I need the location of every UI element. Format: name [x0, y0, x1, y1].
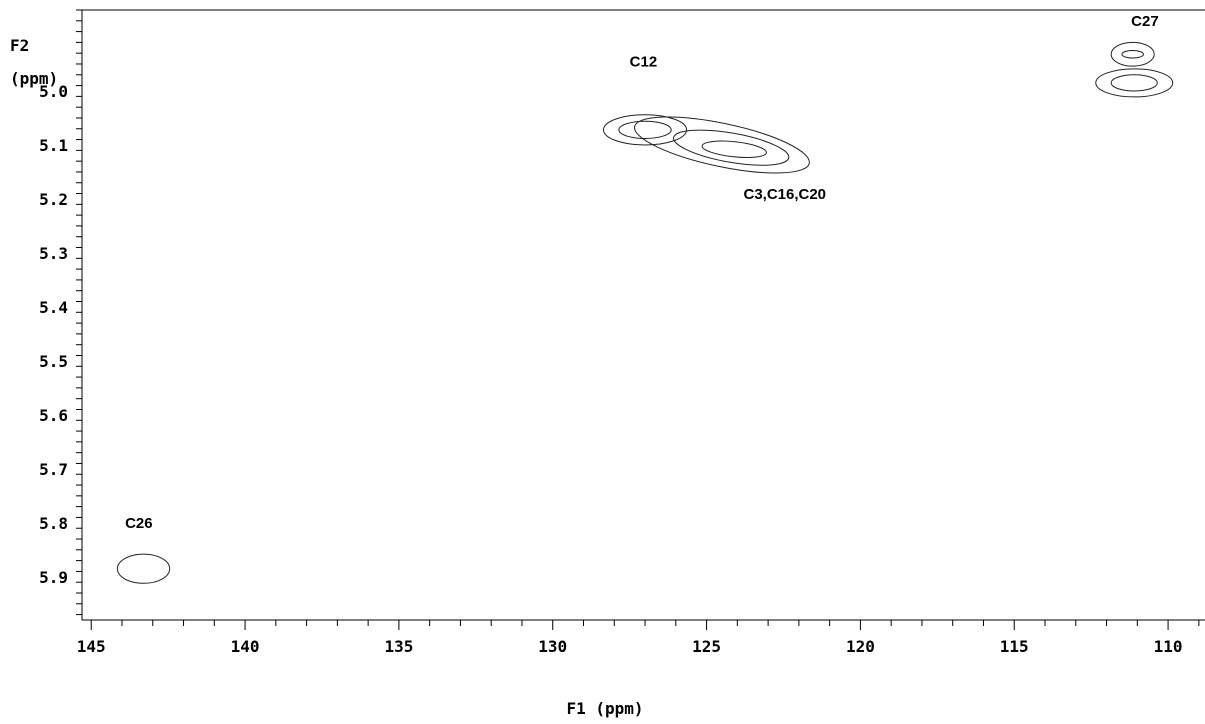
contour-line — [701, 140, 767, 159]
peak-label: C27 — [1131, 13, 1159, 30]
peak-label: C3,C16,C20 — [743, 186, 826, 203]
x-axis: 145 140 135 130 125 120 115 110 — [77, 620, 1200, 656]
y-tick-label: 5.1 — [39, 136, 68, 155]
y-tick-label: 5.7 — [39, 460, 68, 479]
x-tick-label: 145 — [77, 637, 106, 656]
y-tick-label: 5.3 — [39, 244, 68, 263]
x-tick-label: 125 — [692, 637, 721, 656]
contour-line — [1110, 74, 1158, 92]
y-tick-label: 5.5 — [39, 352, 68, 371]
y-tick-label: 5.2 — [39, 190, 68, 209]
peak-group: C26 — [116, 515, 171, 584]
peak-group: C27 — [1095, 13, 1174, 98]
y-tick-label: 5.9 — [39, 568, 68, 587]
y-axis-title-line1: F2 — [10, 36, 29, 55]
x-tick-label: 115 — [1000, 637, 1029, 656]
peak-group: C3,C16,C20 — [634, 116, 826, 203]
contour-line — [1110, 41, 1155, 67]
peak-label: C12 — [630, 54, 658, 71]
y-axis: 5.0 5.1 5.2 5.3 5.4 5.5 5.6 5.7 5.8 5.9 — [39, 9, 82, 616]
y-axis-title-line2: (ppm) — [10, 69, 58, 88]
x-tick-label: 120 — [846, 637, 875, 656]
plot-frame — [81, 9, 1205, 621]
y-tick-label: 5.0 — [39, 82, 68, 101]
contour-line — [1121, 49, 1144, 59]
contour-line — [673, 129, 790, 166]
contour-line — [1095, 68, 1174, 98]
y-tick-label: 5.6 — [39, 406, 68, 425]
contour-line — [116, 553, 171, 584]
y-tick-label: 5.8 — [39, 514, 68, 533]
x-tick-label: 135 — [384, 637, 413, 656]
peak-label: C26 — [125, 515, 153, 532]
x-axis-title: F1 (ppm) — [566, 699, 643, 718]
peak-group: C12 — [603, 54, 688, 146]
x-tick-label: 140 — [231, 637, 260, 656]
contour-line — [618, 120, 672, 139]
contour-line — [603, 114, 688, 146]
peaks-layer: C26 C12 C3,C16,C20 C27 — [116, 13, 1174, 584]
y-tick-label: 5.4 — [39, 298, 68, 317]
x-tick-label: 130 — [538, 637, 567, 656]
x-tick-label: 110 — [1154, 637, 1183, 656]
contour-line — [634, 116, 810, 174]
